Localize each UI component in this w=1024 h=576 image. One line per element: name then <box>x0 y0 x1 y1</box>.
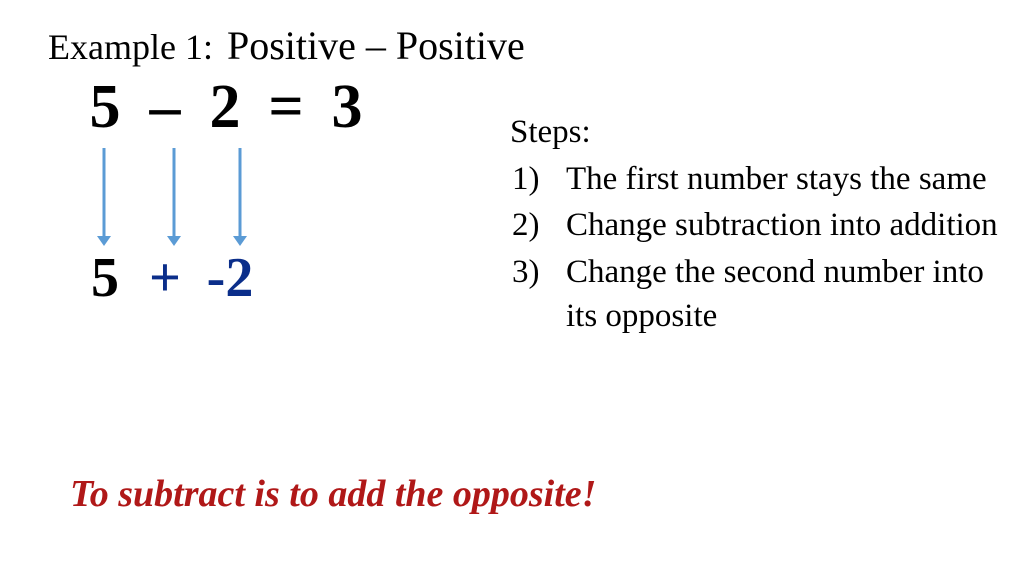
equation-operator: – <box>130 72 200 143</box>
equation-first-number: 5 <box>80 72 130 143</box>
steps-block: Steps: 1) The first number stays the sam… <box>510 110 1000 341</box>
step-item: 2) Change subtraction into addition <box>510 203 1000 248</box>
step-text: Change the second number into its opposi… <box>566 250 1000 339</box>
equation-second-number: 2 <box>200 72 250 143</box>
step-item: 1) The first number stays the same <box>510 157 1000 202</box>
step-text: Change subtraction into addition <box>566 203 1000 248</box>
transformed-expression: 5 + -2 <box>80 246 260 310</box>
footer-rule: To subtract is to add the opposite! <box>70 472 596 516</box>
step-number: 1) <box>510 157 566 202</box>
example-label: Example 1: <box>48 26 213 68</box>
step-item: 3) Change the second number into its opp… <box>510 250 1000 339</box>
step-text: The first number stays the same <box>566 157 1000 202</box>
original-equation: 5 – 2 = 3 <box>80 72 372 143</box>
header-row: Example 1: Positive – Positive <box>48 22 525 69</box>
equation-result: 3 <box>322 72 372 143</box>
transformed-first-number: 5 <box>80 246 130 310</box>
equation-equals: = <box>250 72 322 143</box>
step-number: 3) <box>510 250 566 339</box>
step-number: 2) <box>510 203 566 248</box>
page-title: Positive – Positive <box>227 22 525 69</box>
transformed-operator: + <box>130 246 200 310</box>
transformed-second-number: -2 <box>200 246 260 310</box>
steps-list: 1) The first number stays the same 2) Ch… <box>510 157 1000 339</box>
steps-heading: Steps: <box>510 110 1000 155</box>
